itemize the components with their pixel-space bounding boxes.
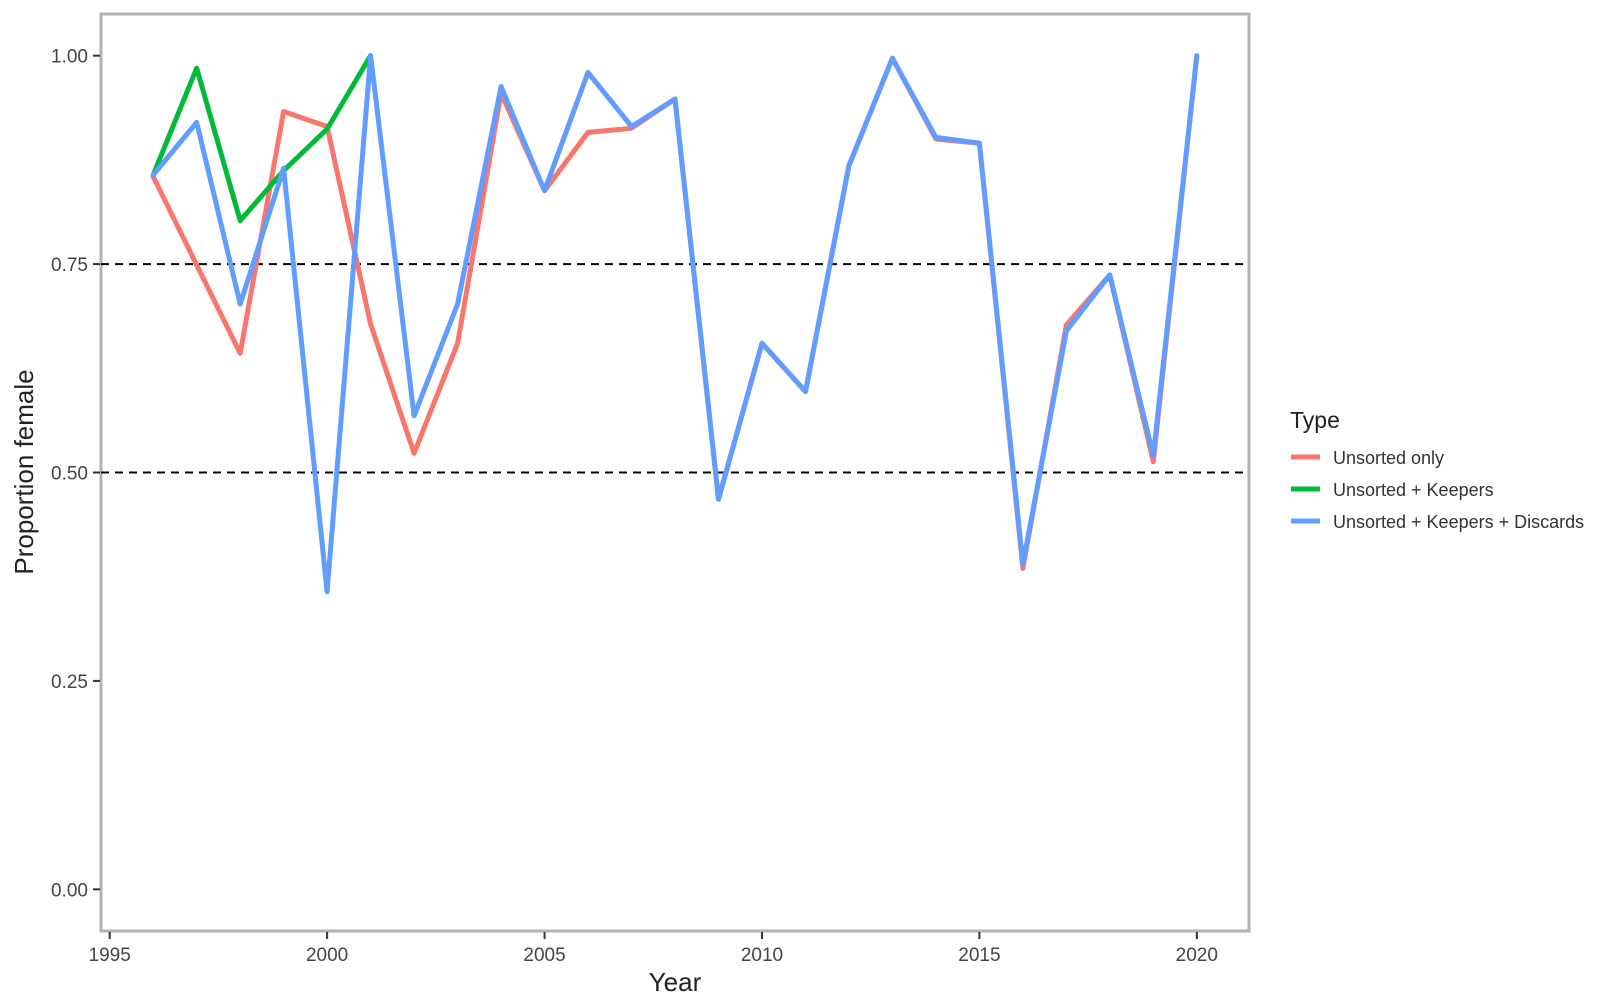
y-axis-title: Proportion female — [9, 369, 39, 574]
x-tick-label: 2000 — [306, 945, 348, 966]
series-line-2 — [150, 53, 1200, 595]
series-line-1 — [150, 53, 374, 224]
x-tick-label: 2015 — [958, 945, 1000, 966]
reference-lines — [101, 263, 1249, 474]
x-axis-title: Year — [649, 967, 702, 997]
y-tick-label: 0.75 — [51, 255, 88, 276]
y-tick-label: 0.00 — [51, 880, 88, 901]
x-tick-label: 2010 — [741, 945, 783, 966]
x-tick-label: 2020 — [1176, 945, 1218, 966]
y-tick-label: 0.25 — [51, 672, 88, 693]
y-axis: 0.00 0.25 0.50 0.75 1.00 — [51, 47, 100, 901]
legend-title: Type — [1290, 407, 1340, 433]
legend-label: Unsorted + Keepers — [1333, 480, 1494, 500]
y-tick-label: 1.00 — [51, 47, 88, 68]
legend-items: Unsorted only Unsorted + Keepers Unsorted … — [1291, 448, 1584, 532]
y-tick-label: 0.50 — [51, 464, 88, 485]
series-line-0 — [150, 53, 1200, 571]
series-lines — [150, 53, 1200, 595]
legend-label: Unsorted only — [1333, 448, 1444, 468]
x-tick-label: 2005 — [523, 945, 565, 966]
x-axis: 1995 2000 2005 2010 2015 2020 — [89, 932, 1218, 966]
x-tick-label: 1995 — [89, 945, 131, 966]
legend-label: Unsorted + Keepers + Discards — [1333, 512, 1584, 532]
